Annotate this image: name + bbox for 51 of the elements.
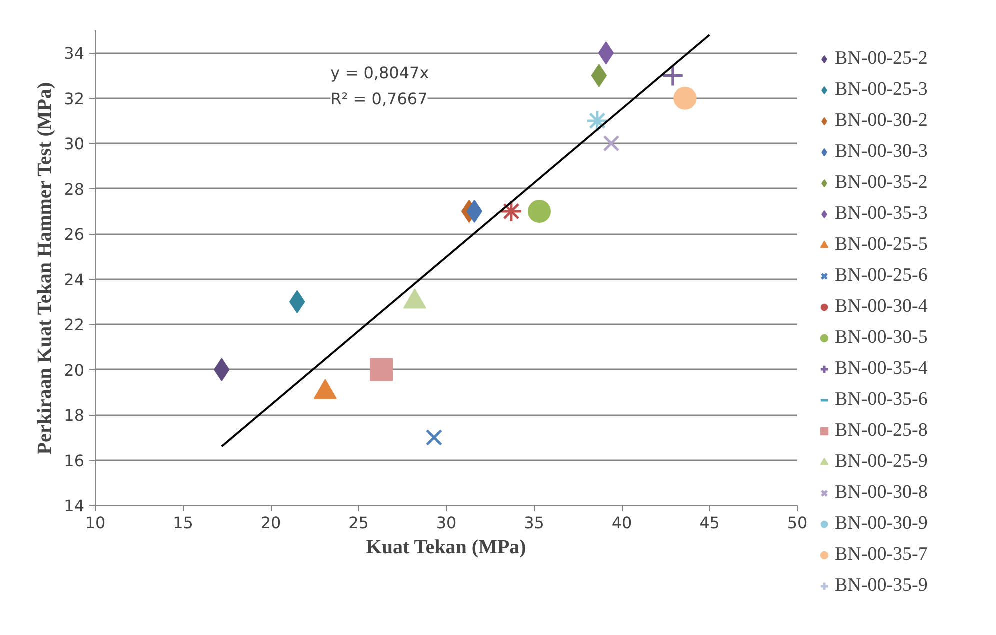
point — [426, 429, 443, 446]
x-tick-label: 20 — [260, 514, 282, 532]
legend-label: BN-00-30-9 — [835, 513, 928, 535]
legend-label: BN-00-25-5 — [835, 234, 928, 256]
y-axis-title: Perkiraan Kuat Tekan Hammer Test (MPa) — [34, 82, 56, 455]
point — [598, 42, 614, 65]
x-tick-label: 25 — [348, 514, 369, 532]
legend-label: BN-00-35-6 — [835, 389, 928, 411]
point — [586, 110, 609, 132]
x-tick-label: 15 — [173, 514, 194, 532]
point — [674, 86, 697, 110]
legend-label: BN-00-25-3 — [835, 79, 928, 101]
x-tick-label: 35 — [524, 514, 544, 532]
legend-label: BN-00-35-3 — [835, 203, 928, 225]
x-tick-label: 30 — [436, 514, 457, 532]
legend-label: BN-00-30-2 — [835, 110, 928, 132]
y-tick-label: 14 — [64, 496, 84, 516]
y-tick-label: 28 — [64, 180, 84, 199]
point — [591, 64, 608, 88]
legend-label: BN-00-25-8 — [835, 420, 928, 442]
y-tick-label: 34 — [64, 44, 84, 64]
legend-label: BN-00-35-2 — [835, 172, 928, 194]
y-tick-label: 22 — [64, 316, 84, 335]
legend-label: BN-00-35-4 — [835, 358, 928, 380]
point — [603, 135, 620, 152]
legend-label: BN-00-25-6 — [835, 265, 928, 287]
legend-label: BN-00-30-3 — [835, 141, 928, 163]
point — [289, 290, 306, 314]
annotation: R² = 0,7667 — [330, 90, 428, 109]
x-tick-label: 40 — [612, 514, 632, 532]
annotation: y = 0,8047x — [330, 64, 430, 83]
x-tick-label: 10 — [85, 514, 106, 532]
legend-label: BN-00-25-9 — [835, 451, 928, 473]
legend-label: BN-00-35-7 — [835, 544, 928, 566]
point — [528, 200, 552, 223]
y-tick-label: 26 — [64, 225, 84, 244]
y-tick-label: 24 — [64, 270, 84, 290]
legend-label: BN-00-30-4 — [835, 296, 928, 318]
legend-label: BN-00-30-8 — [835, 482, 928, 504]
x-tick-label: 50 — [787, 514, 808, 532]
legend-label: BN-00-30-5 — [835, 327, 928, 349]
y-tick-label: 32 — [64, 89, 84, 108]
y-tick-label: 30 — [64, 134, 84, 154]
y-tick-label: 16 — [64, 451, 84, 470]
x-axis-title: Kuat Tekan (MPa) — [366, 536, 526, 558]
y-tick-label: 20 — [64, 360, 84, 380]
legend-label: BN-00-25-2 — [835, 48, 928, 70]
y-tick-label: 18 — [64, 406, 84, 426]
x-tick-label: 45 — [700, 514, 720, 532]
legend-label: BN-00-35-9 — [835, 575, 928, 597]
point — [370, 358, 394, 382]
